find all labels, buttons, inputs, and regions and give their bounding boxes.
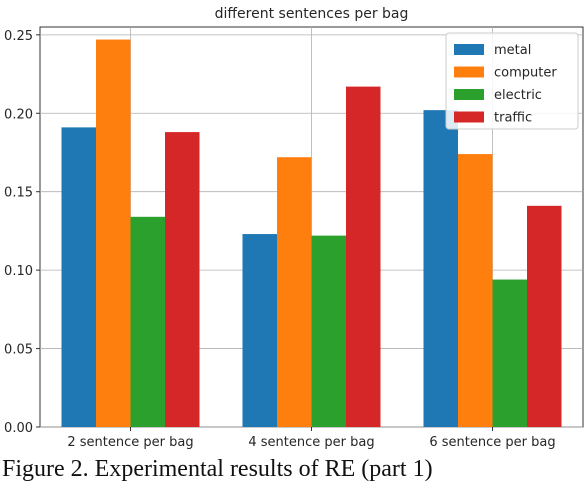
y-tick-label: 0.20	[4, 107, 33, 122]
bar-chart: 0.00 0.05 0.10 0.15 0.20 0.25 2 sentence per b…	[4, 6, 584, 450]
bar-metal-3	[423, 110, 458, 427]
legend-label: electric	[494, 88, 542, 103]
legend-swatch	[454, 66, 484, 78]
bar-electric-3	[492, 279, 527, 427]
bar-traffic-1	[165, 132, 200, 428]
bar-computer-2	[277, 157, 312, 427]
legend-box	[445, 32, 579, 130]
bar-traffic-2	[346, 86, 381, 427]
x-tick-label: 4 sentence per bag	[248, 435, 374, 450]
x-tick-label: 6 sentence per bag	[429, 435, 555, 450]
x-tick-label: 2 sentence per bag	[67, 435, 193, 450]
bar-metal-2	[242, 234, 277, 427]
figure-caption: Figure 2. Experimental results of RE (pa…	[2, 456, 433, 482]
legend-swatch	[454, 89, 484, 100]
y-tick-label: 0.05	[4, 343, 33, 358]
y-tick-label: 0.15	[4, 186, 33, 201]
legend: metal computer electric traffic	[445, 32, 579, 130]
bar-computer-3	[458, 154, 493, 427]
legend-label: metal	[494, 43, 531, 58]
axes: 0.00 0.05 0.10 0.15 0.20 0.25 2 sentence per b…	[4, 29, 556, 450]
bar-metal-1	[61, 127, 96, 428]
chart-title: different sentences per bag	[215, 6, 409, 22]
y-tick-label: 0.25	[4, 29, 33, 44]
legend-swatch	[454, 44, 484, 55]
legend-swatch	[454, 111, 484, 123]
bar-electric-2	[311, 235, 346, 427]
bars	[61, 39, 562, 428]
bar-electric-1	[130, 216, 165, 427]
legend-label: computer	[494, 66, 557, 81]
bar-traffic-3	[527, 205, 562, 427]
legend-label: traffic	[494, 111, 532, 126]
y-tick-label: 0.10	[4, 264, 33, 279]
y-tick-label: 0.00	[4, 421, 33, 436]
bar-computer-1	[96, 39, 131, 428]
